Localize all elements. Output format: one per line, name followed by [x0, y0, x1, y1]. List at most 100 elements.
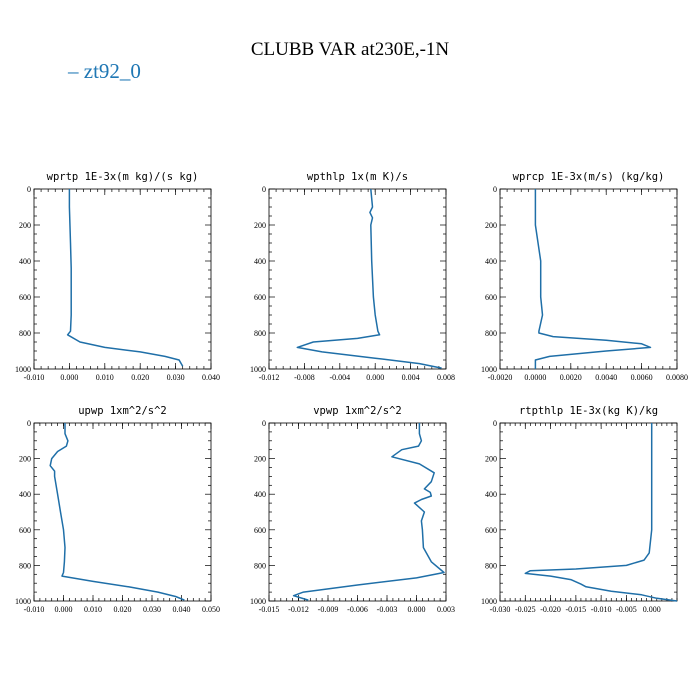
chart-panel-5: vpwp 1xm^2/s^2 -0.015 -0.012 -0.009 -0.006 -0… [250, 405, 455, 614]
x-tick-label: 0.040 [202, 373, 220, 382]
chart-panel-3: wprcp 1E-3x(m/s) (kg/kg) -0.0020 0.0000 0.0… [481, 171, 688, 382]
y-tick-label: 400 [485, 490, 497, 499]
y-tick-label: 0 [27, 185, 31, 194]
y-tick-label: 600 [485, 293, 497, 302]
x-tick-label: 0.030 [143, 605, 161, 614]
x-tick-label: 0.000 [60, 373, 78, 382]
y-tick-label: 200 [485, 455, 497, 464]
figure-title: CLUBB VAR at230E,-1N [251, 39, 450, 60]
x-tick-label: 0.010 [84, 605, 102, 614]
x-tick-label: -0.015 [566, 605, 587, 614]
x-tick-label: 0.000 [55, 605, 73, 614]
y-tick-label: 600 [254, 526, 266, 535]
y-tick-label: 400 [485, 257, 497, 266]
x-tick-label: 0.020 [131, 373, 149, 382]
x-tick-label: -0.015 [259, 605, 280, 614]
panel-title: vpwp 1xm^2/s^2 [313, 405, 402, 417]
x-tick-label: 0.0060 [631, 373, 653, 382]
x-tick-label: -0.003 [377, 605, 398, 614]
x-tick-label: -0.0020 [488, 373, 513, 382]
panel-title: rtpthlp 1E-3x(kg K)/kg [519, 405, 658, 417]
panel-title: upwp 1xm^2/s^2 [78, 405, 167, 417]
chart-panel-4: upwp 1xm^2/s^2 -0.010 0.000 0.010 0.020 0.030… [15, 405, 220, 614]
x-tick-label: 0.010 [96, 373, 114, 382]
x-tick-label: -0.010 [24, 605, 45, 614]
y-tick-label: 0 [27, 419, 31, 428]
panel-title: wpthlp 1x(m K)/s [307, 171, 408, 183]
plot-frame [268, 188, 447, 370]
y-tick-label: 400 [254, 490, 266, 499]
x-tick-label: -0.020 [540, 605, 561, 614]
chart-panels: wprtp 1E-3x(m kg)/(s kg) -0.010 0.000 0.010… [15, 171, 688, 614]
y-tick-label: 800 [485, 561, 497, 570]
y-tick-label: 800 [254, 561, 266, 570]
chart-panel-6: rtpthlp 1E-3x(kg K)/kg -0.030 -0.025 -0.020… [481, 405, 678, 614]
y-tick-label: 0 [262, 419, 266, 428]
y-tick-label: 200 [485, 221, 497, 230]
x-tick-label: -0.004 [329, 373, 350, 382]
x-tick-label: 0.008 [437, 373, 455, 382]
x-tick-label: 0.040 [173, 605, 191, 614]
x-tick-label: 0.0000 [524, 373, 546, 382]
x-tick-label: -0.009 [318, 605, 339, 614]
y-tick-label: 0 [493, 419, 497, 428]
x-tick-label: -0.008 [294, 373, 315, 382]
y-tick-label: 1000 [15, 365, 31, 374]
series-line-1 [66, 189, 184, 367]
y-tick-label: 1000 [15, 597, 31, 606]
x-tick-label: -0.005 [616, 605, 637, 614]
x-tick-label: 0.0040 [595, 373, 617, 382]
x-tick-label: -0.010 [24, 373, 45, 382]
x-tick-label: -0.010 [591, 605, 612, 614]
chart-panel-2: wpthlp 1x(m K)/s -0.012 -0.008 -0.004 0.000 0… [250, 171, 455, 382]
panel-title: wprtp 1E-3x(m kg)/(s kg) [47, 171, 199, 183]
y-tick-label: 600 [254, 293, 266, 302]
x-tick-label: 0.003 [437, 605, 455, 614]
y-tick-label: 800 [19, 329, 31, 338]
x-tick-label: 0.020 [114, 605, 132, 614]
series-line-1 [49, 423, 185, 601]
x-tick-label: 0.0080 [666, 373, 688, 382]
x-tick-label: -0.006 [347, 605, 368, 614]
x-tick-label: 0.000 [643, 605, 661, 614]
x-tick-label: -0.025 [515, 605, 536, 614]
x-tick-label: 0.0020 [560, 373, 582, 382]
y-tick-label: 1000 [481, 365, 497, 374]
y-tick-label: 200 [19, 455, 31, 464]
y-tick-label: 0 [262, 185, 266, 194]
x-tick-label: 0.030 [167, 373, 185, 382]
series-line-1 [296, 188, 442, 369]
x-tick-label: 0.050 [202, 605, 220, 614]
plot-frame [33, 188, 212, 370]
series-line-1 [292, 423, 445, 601]
x-tick-label: -0.012 [288, 605, 309, 614]
x-tick-label: 0.004 [402, 373, 420, 382]
y-tick-label: 400 [254, 257, 266, 266]
panel-title: wprcp 1E-3x(m/s) (kg/kg) [513, 171, 665, 183]
x-tick-label: 0.000 [408, 605, 426, 614]
y-tick-label: 400 [19, 257, 31, 266]
plot-frame [499, 422, 678, 602]
x-tick-label: -0.030 [490, 605, 511, 614]
y-tick-label: 400 [19, 490, 31, 499]
y-tick-label: 200 [254, 455, 266, 464]
legend-entry-zt92_0: – zt92_0 [67, 59, 141, 83]
y-tick-label: 600 [485, 526, 497, 535]
y-tick-label: 0 [493, 185, 497, 194]
y-tick-label: 800 [485, 329, 497, 338]
series-line-1 [524, 423, 678, 602]
y-tick-label: 1000 [481, 597, 497, 606]
y-tick-label: 200 [254, 221, 266, 230]
y-tick-label: 200 [19, 221, 31, 230]
plot-frame [499, 188, 678, 370]
series-line-1 [534, 189, 652, 369]
y-tick-label: 800 [19, 561, 31, 570]
x-tick-label: 0.000 [366, 373, 384, 382]
x-tick-label: -0.012 [259, 373, 280, 382]
y-tick-label: 600 [19, 293, 31, 302]
chart-panel-1: wprtp 1E-3x(m kg)/(s kg) -0.010 0.000 0.010… [15, 171, 220, 382]
y-tick-label: 800 [254, 329, 266, 338]
y-tick-label: 1000 [250, 597, 266, 606]
y-tick-label: 600 [19, 526, 31, 535]
